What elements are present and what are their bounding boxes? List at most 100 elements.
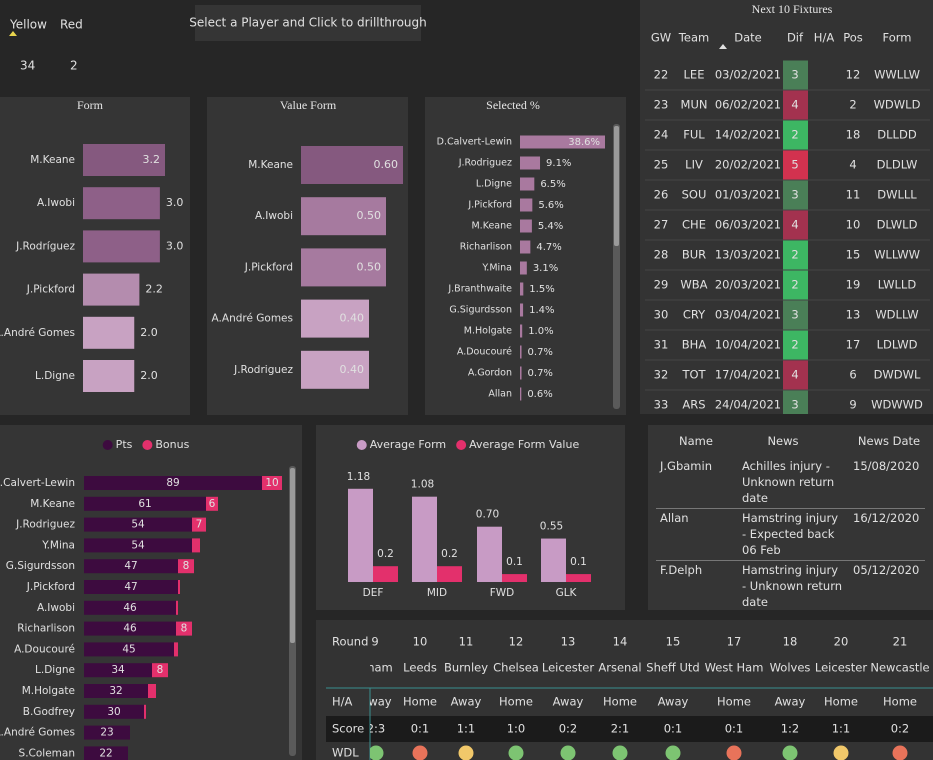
bar-segment [84, 725, 130, 740]
legend-label: Pts [116, 438, 133, 451]
data-label: 0.2 [441, 548, 458, 560]
category-label: B.Godfrey [23, 706, 75, 718]
cell-text: 20/03/2021 [715, 278, 781, 292]
data-label: 0.40 [340, 363, 365, 376]
data-label: 61 [138, 498, 151, 510]
data-label: 0.1 [570, 556, 587, 568]
difficulty-cell [783, 90, 808, 120]
cell-text: 24 [654, 128, 669, 142]
cell-text: 27 [654, 218, 669, 232]
cell-text: 13/03/2021 [715, 248, 781, 262]
bar [348, 488, 373, 582]
data-label: 1.4% [529, 305, 554, 316]
bar [566, 574, 591, 582]
x-tick-label: FWD [490, 587, 515, 599]
cell-text: ARS [682, 398, 705, 412]
cell-text: 17 [846, 338, 861, 352]
scrollbar-thumb[interactable] [614, 126, 619, 246]
data-label: 0.50 [357, 209, 382, 222]
group: Average Form Average Form Value [356, 438, 579, 451]
data-label: 10 [265, 477, 278, 489]
category-label: M.Keane [30, 498, 75, 510]
bar [520, 324, 523, 338]
bar-segment [84, 704, 144, 719]
category-label: J.Pickford [26, 581, 75, 593]
data-label: 9.1% [546, 158, 571, 169]
venue: Home [883, 695, 917, 709]
bar [520, 135, 605, 149]
data-label: 47 [124, 560, 137, 572]
bar-segment [84, 496, 206, 511]
category-label: A.Doucouré [14, 643, 75, 655]
score-row-bg [326, 716, 933, 742]
data-label: 46 [123, 623, 137, 635]
score: 1:1 [457, 722, 476, 736]
data-label: 1.5% [529, 284, 554, 295]
cell-text: J.Gbamin [660, 459, 712, 473]
cell-text: 29 [654, 278, 669, 292]
result-dot [892, 745, 908, 760]
data-label: 45 [122, 643, 135, 655]
round-number: 9 [371, 635, 378, 649]
opponent: Leicester [542, 661, 594, 675]
cell-text: WBA [680, 278, 707, 292]
score: 1:2 [781, 722, 800, 736]
venue: way [368, 695, 391, 709]
column-header: H/A [814, 31, 835, 45]
bar [520, 156, 541, 170]
bar-segment [84, 538, 192, 553]
category-label: M.Keane [248, 159, 293, 171]
category-label: J.Rodriguez [15, 519, 75, 531]
data-label: 34 [111, 664, 125, 676]
sort-indicator[interactable] [719, 44, 727, 49]
cell-text: 15 [846, 248, 861, 262]
category-label: Richarlison [17, 623, 75, 635]
bar-segment [176, 621, 192, 636]
data-label: 1.0% [528, 326, 553, 337]
bar [520, 345, 522, 359]
cell-text: 2 [849, 98, 856, 112]
legend-marker [356, 440, 367, 450]
score: 2:3 [367, 722, 386, 736]
card-value: 2 [70, 59, 78, 73]
cell-text: CHE [682, 218, 706, 232]
column-header: GW [651, 31, 671, 45]
bar-segment [84, 642, 174, 657]
data-label: 32 [109, 685, 122, 697]
category-label: A.André Gomes [0, 327, 75, 339]
cell-text: 33 [654, 398, 669, 412]
cell-text: SOU [682, 188, 707, 202]
cell-text: 2 [791, 128, 798, 142]
cell-text: 20/02/2021 [715, 158, 781, 172]
cell-text: 3 [791, 398, 798, 412]
venue: Away [451, 695, 482, 709]
venue: Home [403, 695, 437, 709]
bar [301, 248, 386, 287]
cell-text: 03/02/2021 [715, 68, 781, 82]
legend-label: Average Form [370, 438, 446, 451]
card-value: 34 [20, 59, 35, 73]
data-label: 0.1 [506, 556, 523, 568]
cell-text: 23 [654, 98, 669, 112]
bar [520, 177, 535, 191]
bar [83, 273, 140, 306]
bar [541, 538, 566, 582]
data-label: 54 [131, 519, 145, 531]
cell-text: 06/03/2021 [715, 218, 781, 232]
score: 1:1 [832, 722, 851, 736]
data-label: 3.0 [166, 239, 184, 252]
score: 0:1 [725, 722, 744, 736]
cell-text: TOT [681, 368, 706, 382]
scrollbar-thumb[interactable] [290, 468, 295, 643]
cell-text: 3 [791, 308, 798, 322]
bar-segment [84, 600, 176, 615]
data-label: 46 [123, 602, 137, 614]
difficulty-cell [783, 300, 808, 330]
bar-segment [174, 642, 178, 657]
data-label: 0.55 [540, 521, 563, 533]
opponent: Leeds [403, 661, 437, 675]
cell-text: LWLLD [878, 278, 917, 292]
group: Next 10 Fixtures GW Team Date Dif H/A Pos Form 2… [645, 2, 930, 414]
venue: Home [603, 695, 637, 709]
